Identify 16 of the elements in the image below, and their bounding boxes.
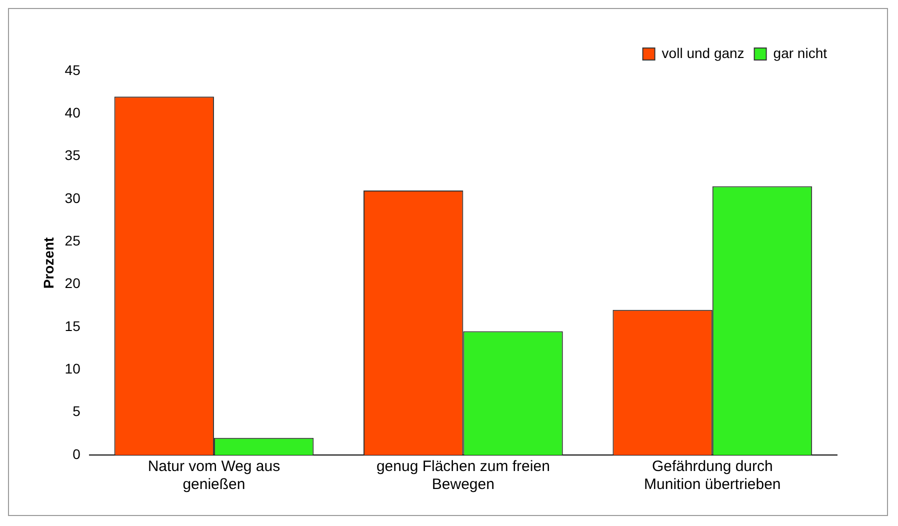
legend-label: gar nicht [773,44,828,61]
y-tick-label: 0 [72,446,81,462]
y-tick-label: 25 [64,232,81,249]
y-tick-label: 35 [64,147,81,164]
y-tick-label: 15 [64,318,81,334]
legend-label: voll und ganz [662,44,744,61]
y-tick-label: 45 [64,62,81,78]
y-tick-label: 20 [64,275,81,292]
x-tick-label: genug Flächen zum freien Bewegen [376,458,550,494]
y-tick-label: 40 [64,104,81,121]
x-tick-label: Natur vom Weg aus genießen [148,458,280,494]
y-tick-label: 10 [64,360,81,377]
y-tick-label: 30 [64,190,81,206]
y-tick-label: 5 [72,403,81,420]
y-axis-title: Prozent [40,236,56,289]
x-tick-label: Gefährdung durch Munition übertrieben [644,458,781,494]
